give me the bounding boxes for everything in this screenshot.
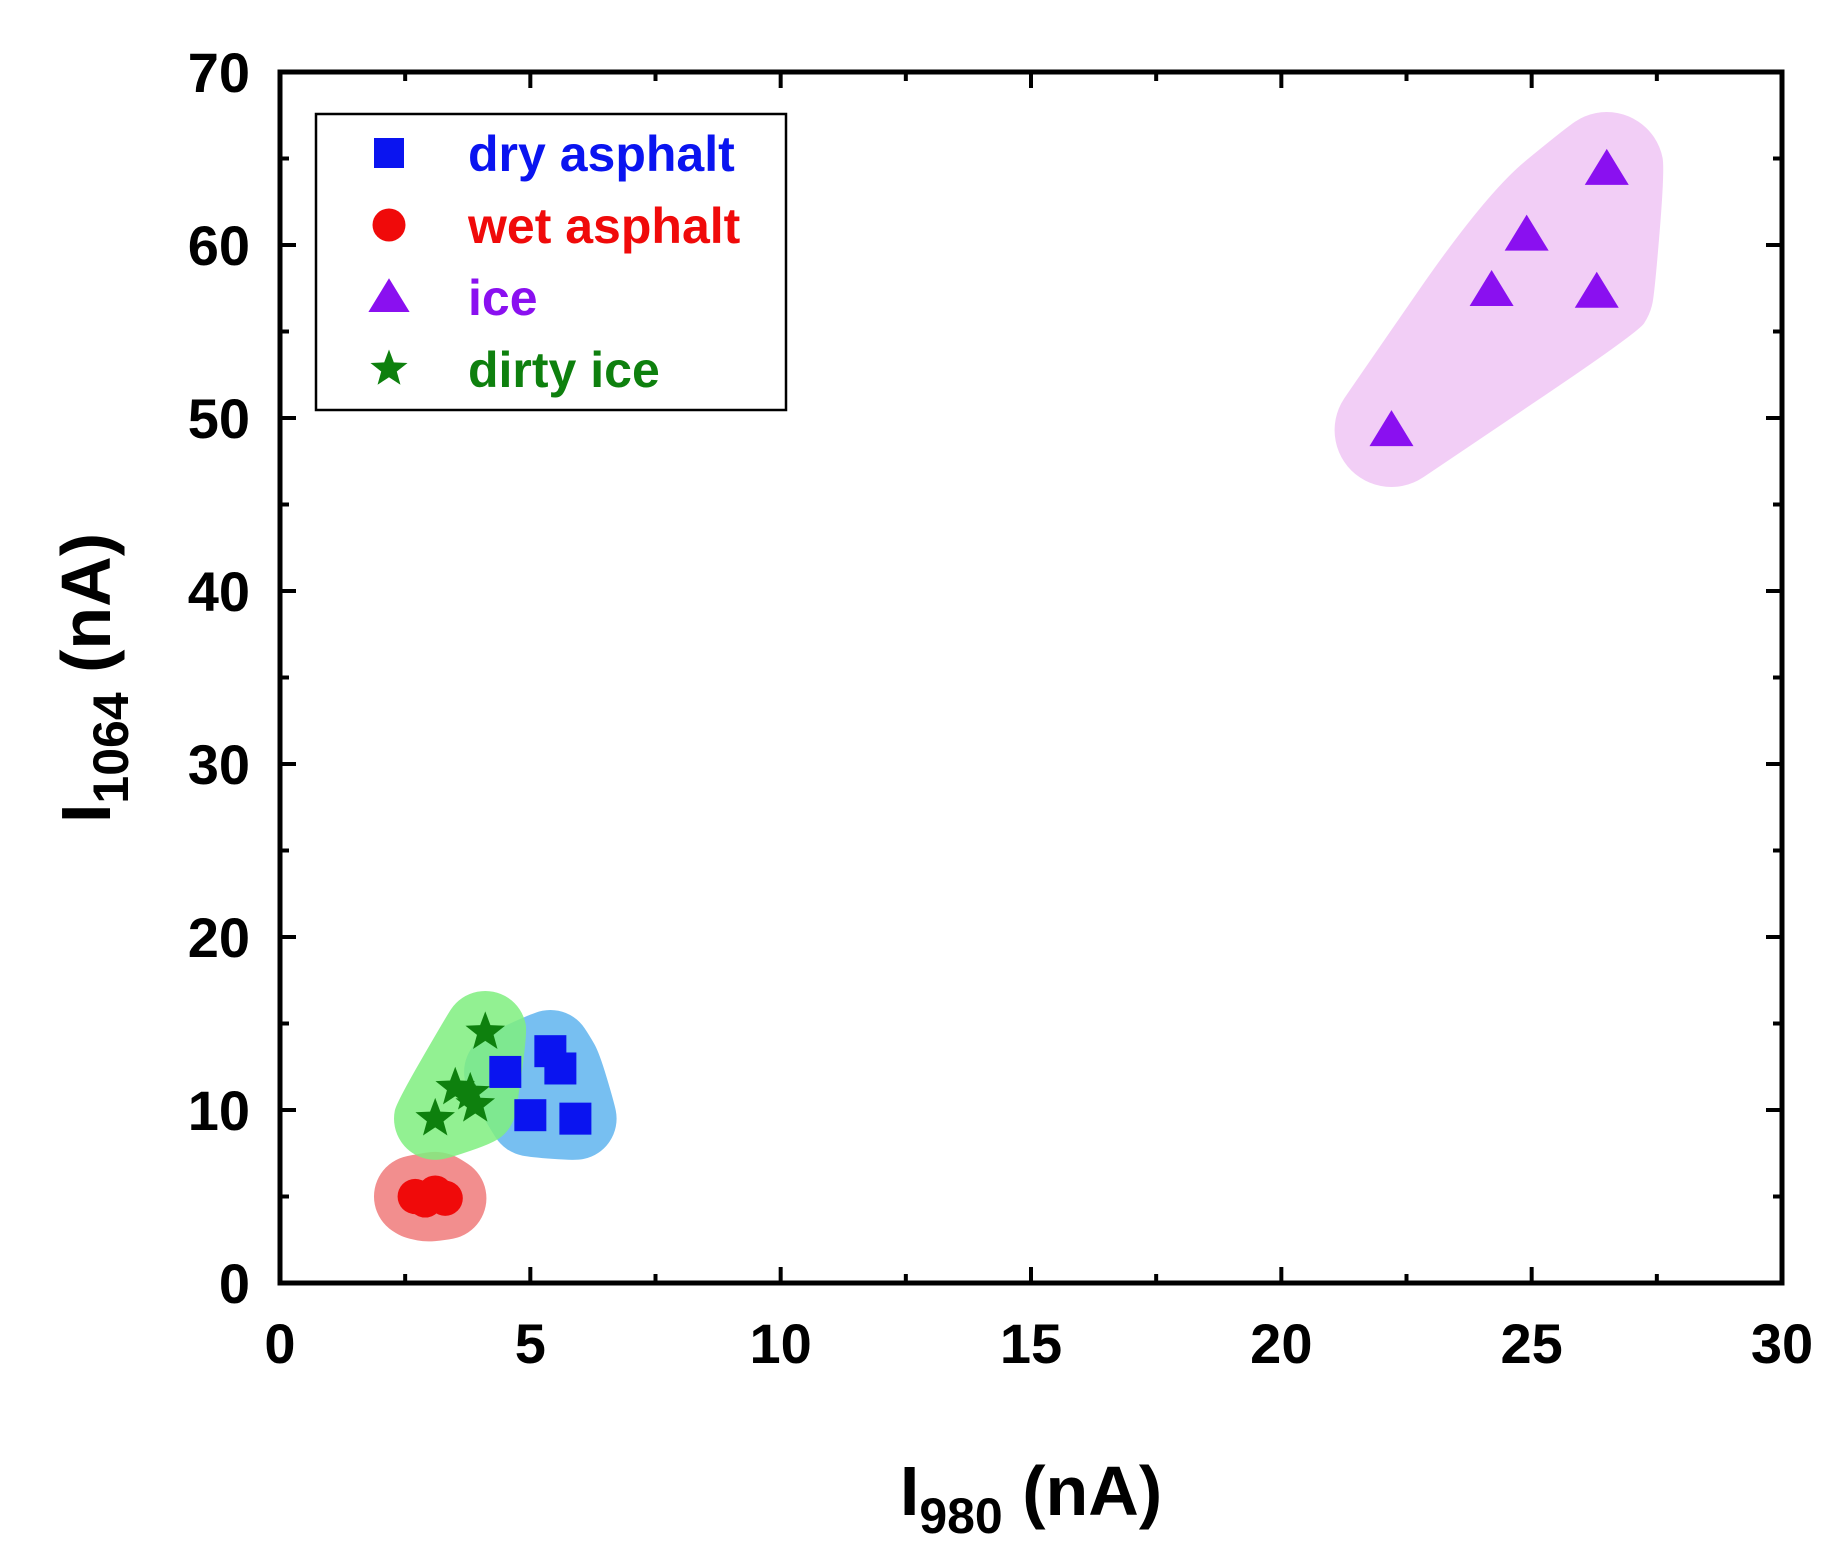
legend-marker-dirty-ice: [370, 349, 408, 385]
legend-label-ice: ice: [468, 270, 538, 326]
dirty-ice-point: [435, 1066, 476, 1105]
ice-point: [1369, 410, 1414, 447]
y-tick-label: 60: [188, 214, 250, 277]
legend-marker-ice: [368, 278, 410, 312]
x-tick-label: 10: [750, 1312, 812, 1375]
x-tick-label: 15: [1000, 1312, 1062, 1375]
legend: dry asphalt wet asphalt ice dirty ice: [314, 112, 788, 412]
ice-point: [1504, 214, 1549, 251]
y-axis-title: I1064 (nA): [47, 533, 139, 823]
x-tick-label: 0: [264, 1312, 295, 1375]
y-tick-label: 30: [188, 733, 250, 796]
dirty-ice-point: [415, 1097, 455, 1136]
x-tick-label: 20: [1250, 1312, 1312, 1375]
y-axis-title-main: I: [47, 804, 125, 823]
legend-label-dirty-ice: dirty ice: [468, 342, 660, 398]
dry-asphalt-point: [544, 1052, 577, 1085]
x-axis-title-main: I: [900, 1452, 919, 1530]
y-axis-title-sub: 1064: [83, 692, 139, 803]
ice-point: [1584, 148, 1629, 185]
dirty-ice-point: [455, 1084, 496, 1122]
wet-asphalt-point: [412, 1178, 448, 1215]
dirty-ice-point: [465, 1011, 506, 1049]
y-axis-title-unit: (nA): [47, 533, 125, 692]
x-tick-label: 30: [1751, 1312, 1813, 1375]
plot-frame: [277, 69, 1785, 1286]
data-points: [397, 148, 1629, 1218]
dry-asphalt-point: [489, 1055, 522, 1088]
y-tick-label: 50: [188, 387, 250, 450]
y-tick-label: 70: [188, 41, 250, 104]
dry-asphalt-point: [559, 1102, 592, 1135]
legend-label-dry-asphalt: dry asphalt: [468, 126, 735, 182]
y-tick-label: 0: [219, 1252, 250, 1315]
ice-point: [1469, 269, 1514, 306]
x-axis-title-sub: 980: [919, 1488, 1002, 1544]
x-axis-title-unit: (nA): [1003, 1452, 1162, 1530]
legend-box: [314, 112, 788, 412]
legend-marker-wet-asphalt: [372, 208, 406, 242]
x-axis-title: I980 (nA): [900, 1452, 1162, 1544]
legend-marker-dry-asphalt: [374, 138, 404, 168]
dry-asphalt-point: [514, 1099, 547, 1132]
y-tick-label: 10: [188, 1079, 250, 1142]
y-tick-label: 20: [188, 906, 250, 969]
legend-label-wet-asphalt: wet asphalt: [467, 198, 741, 254]
tick-labels: 0 5 10 15 20 25 30 0 10 20 30 40 50 60 70: [188, 41, 1813, 1375]
dirty-ice-point: [450, 1071, 491, 1110]
y-tick-label: 40: [188, 560, 250, 623]
x-tick-label: 25: [1501, 1312, 1563, 1375]
x-tick-label: 5: [515, 1312, 546, 1375]
ice-point: [1574, 271, 1619, 308]
